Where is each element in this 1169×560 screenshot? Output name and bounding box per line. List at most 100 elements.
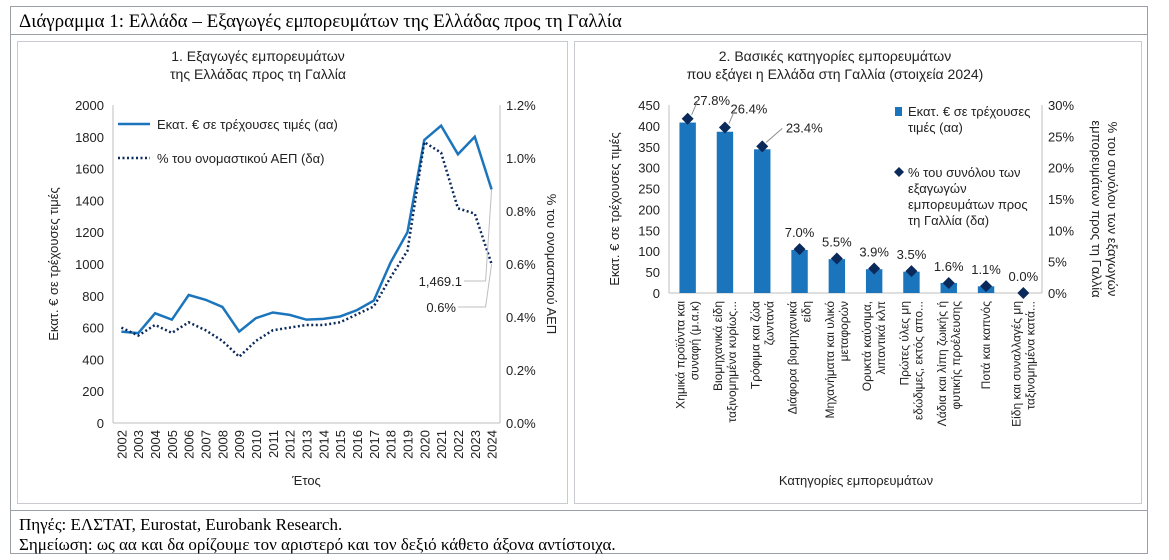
x-category-label: Ποτά και καπνός [979,301,993,390]
legend-swatch-bars [895,107,902,116]
y-right-tick-label: 5% [1048,255,1067,270]
y-right-tick-label: 15% [1048,192,1074,207]
data-label: 5.5% [822,235,852,250]
y-right-tick-label: 0.2% [506,363,536,378]
x-tick-label: 2009 [232,430,247,459]
bar [828,259,846,293]
data-label: 7.0% [785,225,815,240]
annotation-leader-gdp [458,263,493,308]
y-left-tick-label: 300 [638,161,660,176]
x-category-label: Χημικά προϊόντα καισυναφή (μ.α.κ) [674,301,702,409]
x-tick-label: 2020 [417,430,432,459]
series-line-gdp-share [120,140,493,359]
x-tick-label: 2007 [199,430,214,459]
x-tick-label: 2003 [131,430,146,459]
figure-header: Διάγραμμα 1: Ελλάδα – Εξαγωγές εμπορευμά… [11,7,1147,35]
figure-frame: Διάγραμμα 1: Ελλάδα – Εξαγωγές εμπορευμά… [10,6,1148,554]
x-tick-label: 2018 [384,430,399,459]
y-left-tick-label: 0 [653,286,660,301]
y-left-tick-label: 1200 [75,225,104,240]
figure-title: Διάγραμμα 1: Ελλάδα – Εξαγωγές εμπορευμά… [19,11,622,32]
x-tick-label: 2006 [182,430,197,459]
legend-label-diamond: % του συνόλου των εξαγωγών εμπορευμάτων πρ… [908,165,1028,228]
diamond-marker [830,252,843,265]
x-category-label: Ορυκτά καύσιμα,λιπαντικά κλπ [860,301,888,391]
diamond-marker [905,265,918,278]
x-category-label: Λάδια και λίπη ζωικής ήφυτικής προέλευση… [935,301,963,427]
annotation-last-gdp-value: 0.6% [426,300,456,315]
x-tick-label: 2017 [367,430,382,459]
x-axis-title: Κατηγορίες εμπορευμάτων [779,473,933,488]
x-tick-label: 2013 [300,430,315,459]
y-left-tick-label: 800 [82,289,104,304]
bar-chart-panel: 2. Βασικές κατηγορίες εμπορευμάτων που εξ… [574,41,1142,504]
y-left-tick-label: 100 [638,244,660,259]
x-tick-label: 2005 [165,430,180,459]
legend-swatch-diamond [894,167,904,177]
x-tick-label: 2015 [333,430,348,459]
bar [903,271,920,293]
data-label: 3.5% [897,247,927,262]
y-left-tick-label: 150 [638,223,660,238]
figure-footer: Πηγές: ΕΛΣΤΑΤ, Eurostat, Eurobank Resear… [11,510,1147,554]
x-tick-label: 2016 [350,430,365,459]
x-tick-label: 2019 [400,430,415,459]
x-tick-label: 2024 [485,430,500,459]
x-category-label: Είδη και συναλλαγές μηταξινομημένα κατά.… [1009,301,1037,427]
x-category-label: Μηχανήματα και υλικόμεταφορών [823,301,851,419]
x-tick-label: 2021 [434,430,449,459]
series-line-eur [121,123,493,335]
y-right-tick-label: 0.6% [506,257,536,272]
bar [791,249,808,293]
y-left-tick-label: 450 [638,98,660,113]
diamond-marker [718,121,731,134]
bar [679,122,696,294]
x-axis-title: Έτος [291,473,321,488]
y-right-tick-label: 0.0% [506,416,536,431]
x-tick-label: 2002 [114,430,129,459]
bar [754,149,771,293]
y-right-tick-label: 10% [1048,223,1074,238]
diamond-marker [1017,287,1030,299]
y-left-tick-label: 200 [638,202,660,217]
diamond-marker [980,280,993,293]
x-category-label: Διάφορα βιομηχανικάείδη [786,301,814,414]
y-right-tick-label: 25% [1048,129,1074,144]
y-right-tick-label: 0.8% [506,204,536,219]
diamond-marker [942,276,955,289]
x-category-label: Πρώτες ύλες μηεδώδιμες, εκτός απο... [897,301,925,420]
axis-note: Σημείωση: ως αα και δα ορίζουμε τον αρισ… [19,535,616,554]
y-right-tick-label: 1.2% [506,98,536,113]
line-chart-panel: 1. Εξαγωγές εμπορευμάτων της Ελλάδας προς… [17,41,568,504]
y-left-tick-label: 200 [82,384,104,399]
data-label: 23.4% [786,120,823,135]
data-label: 3.9% [859,245,889,260]
diamond-marker [681,112,694,125]
x-tick-label: 2004 [148,430,163,459]
bar-chart: 2. Βασικές κατηγορίες εμπορευμάτων που εξ… [607,48,1120,488]
y-right-tick-label: 0% [1048,286,1067,301]
diamond-marker [793,243,806,256]
diamond-marker [756,140,769,153]
y-right-tick-label: 30% [1048,98,1074,113]
y-left-tick-label: 50 [646,265,660,280]
x-tick-label: 2023 [468,430,483,459]
x-tick-label: 2008 [215,430,230,459]
bar [716,131,734,293]
chart-title-line-2: της Ελλάδας προς τη Γαλλία [170,66,346,82]
data-label: 26.4% [731,102,768,117]
y-left-tick-label: 1400 [75,193,104,208]
legend-label-gdp-share: % του ονομαστικού ΑΕΠ (δα) [157,151,324,166]
chart-title-line-1: 1. Εξαγωγές εμπορευμάτων [171,48,345,64]
x-tick-label: 2014 [316,430,331,459]
annotation-last-eur-value: 1,469.1 [419,274,462,289]
data-label: 27.8% [693,93,730,108]
y-left-tick-label: 1800 [75,130,104,145]
y-left-axis-title: Εκατ. € σε τρέχουσες τιμές [46,187,61,341]
x-tick-label: 2010 [249,430,264,459]
data-label: 0.0% [1009,269,1039,284]
legend-label-bars: Εκατ. € σε τρέχουσες τιμές (αα) [908,104,1030,135]
legend-label-eur: Εκατ. € σε τρέχουσες τιμές (αα) [157,117,338,132]
data-label-leader [691,100,699,115]
y-left-tick-label: 400 [638,119,660,134]
